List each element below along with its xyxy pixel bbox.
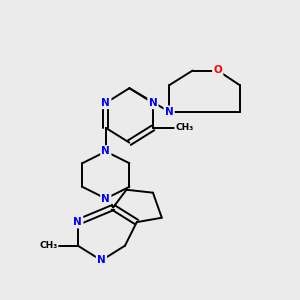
Text: N: N <box>101 98 110 108</box>
Text: N: N <box>97 255 106 266</box>
Text: CH₃: CH₃ <box>175 123 193 132</box>
Text: N: N <box>165 107 173 117</box>
Text: N: N <box>101 146 110 157</box>
Text: O: O <box>213 65 222 76</box>
Text: N: N <box>101 194 110 204</box>
Text: CH₃: CH₃ <box>39 241 57 250</box>
Text: N: N <box>74 217 82 227</box>
Text: N: N <box>148 98 157 108</box>
